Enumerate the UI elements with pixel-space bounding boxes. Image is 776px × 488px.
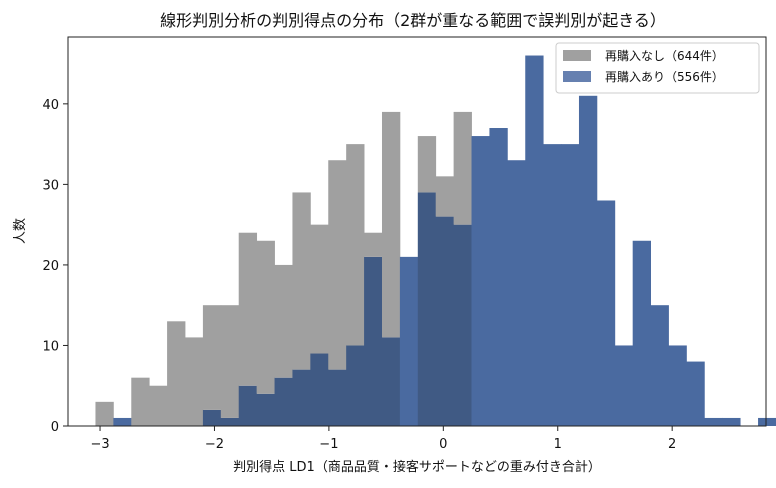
legend-label-no-repurchase: 再購入なし（644件） — [605, 49, 724, 63]
bar-no-repurchase — [274, 264, 293, 378]
bar-overlap — [202, 409, 222, 426]
bar-overlap — [417, 192, 437, 426]
bar-no-repurchase — [453, 111, 472, 225]
bar-repurchase — [113, 417, 132, 426]
bar-repurchase — [704, 417, 723, 426]
bar-no-repurchase — [131, 377, 150, 426]
bar-repurchase — [596, 200, 616, 426]
legend-box — [555, 42, 760, 94]
bar-overlap — [310, 353, 329, 426]
bar-overlap — [453, 224, 472, 426]
legend: 再購入なし（644件） 再購入あり（556件） — [555, 42, 760, 94]
bar-repurchase — [561, 144, 580, 426]
bar-repurchase — [471, 136, 490, 426]
bar-no-repurchase — [202, 305, 222, 410]
bar-repurchase — [668, 345, 687, 426]
bar-no-repurchase — [435, 176, 455, 217]
bar-repurchase — [758, 417, 776, 426]
bar-no-repurchase — [220, 305, 240, 418]
x-tick-label: −1 — [319, 437, 338, 452]
bar-overlap — [292, 369, 311, 426]
bar-repurchase — [578, 95, 598, 426]
bar-no-repurchase — [310, 224, 329, 354]
bar-no-repurchase — [346, 144, 365, 346]
x-tick-label: 0 — [439, 437, 447, 452]
x-tick-label: 2 — [668, 437, 676, 452]
bar-no-repurchase — [364, 232, 383, 257]
bar-no-repurchase — [417, 136, 437, 193]
y-tick-label: 10 — [42, 339, 59, 354]
bar-repurchase — [686, 361, 705, 426]
bar-overlap — [256, 393, 275, 426]
bar-overlap — [346, 345, 365, 426]
x-axis-label: 判別得点 LD1（商品品質・接客サポートなどの重み付き合計） — [233, 459, 601, 475]
bar-repurchase — [614, 345, 634, 426]
chart-title: 線形判別分析の判別得点の分布（2群が重なる範囲で誤判別が起きる） — [160, 11, 666, 30]
bar-overlap — [435, 216, 455, 426]
bar-repurchase — [399, 256, 419, 426]
bar-overlap — [364, 256, 383, 426]
bar-overlap — [328, 369, 347, 426]
x-tick-label: −3 — [90, 437, 109, 452]
bar-no-repurchase — [256, 240, 275, 394]
y-axis-label: 人数 — [13, 218, 28, 244]
y-tick-label: 40 — [42, 98, 59, 113]
bar-no-repurchase — [238, 232, 258, 386]
bar-overlap — [381, 337, 401, 426]
bar-repurchase — [543, 144, 562, 426]
bars-layer — [95, 55, 776, 427]
bar-repurchase — [650, 305, 669, 426]
x-tick-label: −2 — [205, 437, 224, 452]
bar-repurchase — [722, 417, 741, 426]
bar-overlap — [238, 385, 258, 426]
bar-no-repurchase — [149, 385, 168, 426]
bar-no-repurchase — [328, 160, 347, 370]
y-tick-label: 30 — [42, 178, 59, 193]
x-tick-label: 1 — [554, 437, 562, 452]
bar-no-repurchase — [292, 192, 311, 370]
bar-repurchase — [525, 55, 544, 427]
bar-repurchase — [507, 160, 526, 426]
plot-frame — [67, 36, 767, 427]
bar-repurchase — [489, 128, 508, 426]
bar-no-repurchase — [95, 401, 114, 426]
bar-no-repurchase — [381, 111, 401, 338]
bar-overlap — [274, 377, 293, 426]
bar-no-repurchase — [185, 337, 204, 426]
bar-repurchase — [632, 240, 651, 426]
bar-overlap — [220, 417, 240, 426]
bar-no-repurchase — [167, 321, 186, 426]
legend-swatch-repurchase — [563, 71, 591, 82]
y-tick-label: 0 — [51, 420, 59, 435]
legend-swatch-no-repurchase — [563, 50, 591, 61]
y-tick-label: 20 — [42, 259, 59, 274]
legend-label-repurchase: 再購入あり（556件） — [605, 70, 724, 84]
